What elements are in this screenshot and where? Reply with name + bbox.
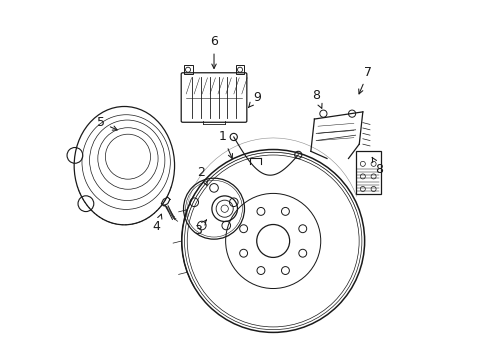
Text: 1: 1	[219, 130, 232, 158]
Text: 5: 5	[97, 116, 117, 130]
Text: 8: 8	[311, 89, 322, 108]
Text: 9: 9	[248, 91, 261, 108]
Text: 2: 2	[197, 166, 207, 185]
Text: 3: 3	[194, 220, 206, 237]
Bar	[355, 151, 380, 194]
Bar	[235, 65, 244, 74]
Text: 4: 4	[152, 214, 162, 233]
Text: 7: 7	[358, 66, 371, 94]
Text: 6: 6	[210, 35, 218, 68]
Text: 8: 8	[371, 157, 382, 176]
Bar	[183, 65, 192, 74]
